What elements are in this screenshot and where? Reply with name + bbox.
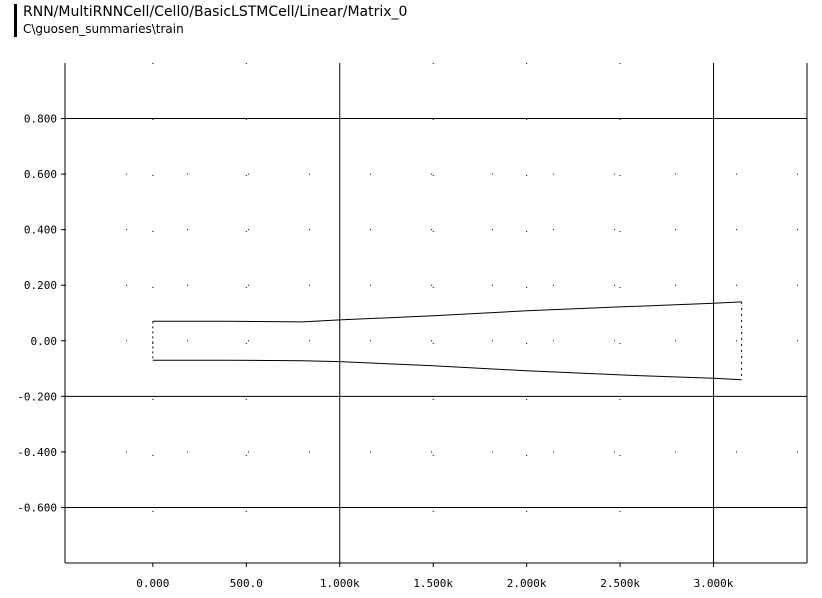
- y-tick-label: 0.00: [31, 335, 58, 348]
- chart-title: RNN/MultiRNNCell/Cell0/BasicLSTMCell/Lin…: [23, 4, 408, 20]
- y-tick-label: 0.400: [24, 224, 57, 237]
- chart-header: RNN/MultiRNNCell/Cell0/BasicLSTMCell/Lin…: [14, 4, 407, 37]
- y-tick-label: -0.600: [17, 501, 57, 514]
- tick-labels: 0.800 0.600 0.400 0.200 0.00 -0.200 -0.400 -0.6…: [17, 113, 734, 590]
- grid: [65, 63, 807, 563]
- y-tick-label: -0.200: [17, 390, 57, 403]
- x-tick-label: 1.500k: [413, 577, 453, 590]
- axes: [61, 63, 808, 567]
- upper-envelope-line: [152, 301, 742, 323]
- x-tick-label: 0.000: [136, 577, 169, 590]
- x-tick-label: 2.500k: [600, 577, 640, 590]
- y-tick-label: -0.400: [17, 446, 57, 459]
- x-tick-label: 1.000k: [320, 577, 360, 590]
- chart-subtitle: C\guosen_summaries\train: [23, 22, 184, 36]
- x-tick-label: 500.0: [230, 577, 263, 590]
- x-tick-label: 2.000k: [507, 577, 547, 590]
- y-tick-label: 0.200: [24, 279, 57, 292]
- lower-envelope-line: [152, 359, 742, 381]
- y-tick-label: 0.800: [24, 113, 57, 126]
- y-tick-label: 0.600: [24, 168, 57, 181]
- series-layer: [152, 301, 743, 381]
- x-tick-label: 3.000k: [694, 577, 734, 590]
